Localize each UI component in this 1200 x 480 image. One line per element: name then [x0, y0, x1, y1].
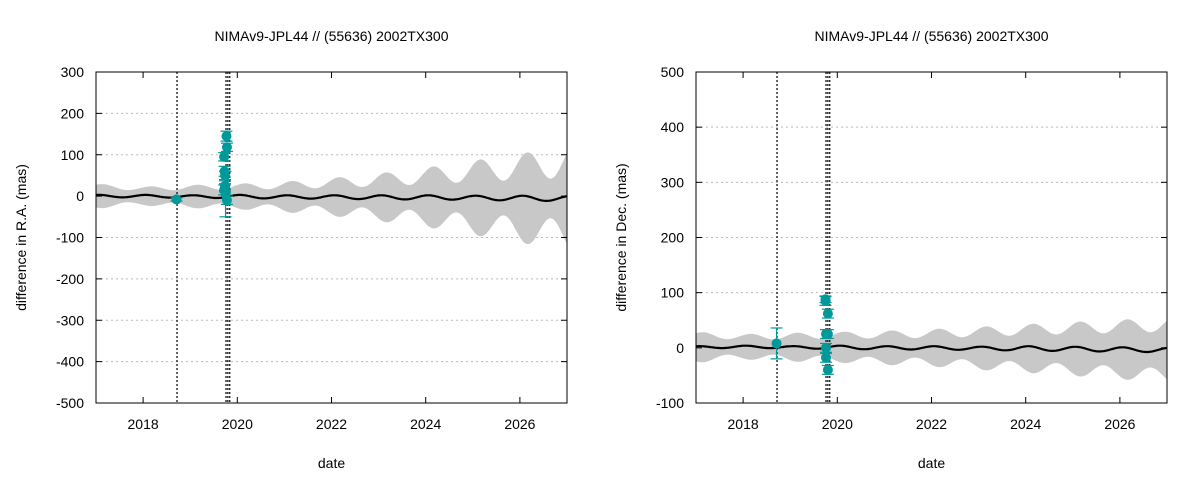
- y-tick-label: 100: [61, 147, 85, 163]
- x-tick-label: 2026: [504, 416, 535, 432]
- chart-title: NIMAv9-JPL44 // (55636) 2002TX300: [815, 28, 1049, 44]
- plot-area: [696, 72, 1167, 403]
- observation-marker: [822, 329, 833, 340]
- x-tick-label: 2024: [410, 416, 441, 432]
- x-tick-label: 2020: [222, 416, 253, 432]
- observation-marker: [221, 195, 232, 206]
- y-tick-label: -300: [56, 312, 84, 328]
- y-tick-label: -100: [656, 395, 684, 411]
- x-tick-label: 2026: [1104, 416, 1135, 432]
- x-tick-label: 2022: [916, 416, 947, 432]
- observation-marker: [820, 352, 831, 363]
- observation-point: [819, 352, 832, 363]
- observation-point: [819, 294, 832, 305]
- y-tick-label: 300: [661, 174, 685, 190]
- y-tick-label: 200: [661, 230, 685, 246]
- observation-point: [220, 142, 233, 153]
- observation-marker: [820, 294, 831, 305]
- uncertainty-band: [696, 319, 1167, 380]
- chart-title: NIMAv9-JPL44 // (55636) 2002TX300: [215, 28, 449, 44]
- y-tick-label: 200: [61, 105, 85, 121]
- y-tick-label: 300: [61, 64, 85, 80]
- y-tick-label: -500: [56, 395, 84, 411]
- plot-area: [96, 72, 567, 403]
- observation-point: [770, 327, 783, 360]
- observation-marker: [771, 338, 782, 349]
- observation-marker: [171, 194, 182, 205]
- x-tick-label: 2018: [128, 416, 159, 432]
- y-tick-label: 400: [661, 119, 685, 135]
- observation-point: [821, 308, 834, 319]
- y-axis-label: difference in Dec. (mas): [613, 163, 629, 311]
- y-tick-label: -200: [56, 271, 84, 287]
- observation-marker: [820, 342, 831, 353]
- dec-chart: -100 0 100 200 300 400 500 2018 2020 2022 2024 2026…: [613, 28, 1168, 471]
- observation-marker: [822, 364, 833, 375]
- observation-point: [821, 329, 834, 340]
- y-tick-label: 500: [661, 64, 685, 80]
- observation-marker: [221, 142, 232, 153]
- x-tick-label: 2018: [728, 416, 759, 432]
- x-axis-label: date: [918, 455, 945, 471]
- y-tick-label: 100: [661, 285, 685, 301]
- ra-chart: -500 -400 -300 -200 -100 0 100 200 300 2018 2020 20…: [13, 28, 568, 471]
- observation-point: [821, 364, 834, 375]
- y-tick-label: 0: [676, 340, 684, 356]
- observation-point: [170, 194, 183, 205]
- x-tick-label: 2022: [316, 416, 347, 432]
- x-axis-label: date: [318, 455, 345, 471]
- uncertainty-band: [96, 152, 567, 245]
- observation-point: [220, 195, 233, 206]
- observation-marker: [219, 151, 230, 162]
- observation-point: [218, 151, 231, 162]
- observation-point: [819, 342, 832, 353]
- observation-point: [220, 130, 233, 142]
- y-tick-label: 0: [76, 188, 84, 204]
- y-tick-label: -400: [56, 354, 84, 370]
- observation-marker: [221, 131, 232, 142]
- x-tick-label: 2024: [1010, 416, 1041, 432]
- y-tick-label: -100: [56, 230, 84, 246]
- observation-marker: [822, 308, 833, 319]
- y-axis-label: difference in R.A. (mas): [13, 164, 29, 311]
- x-tick-label: 2020: [822, 416, 853, 432]
